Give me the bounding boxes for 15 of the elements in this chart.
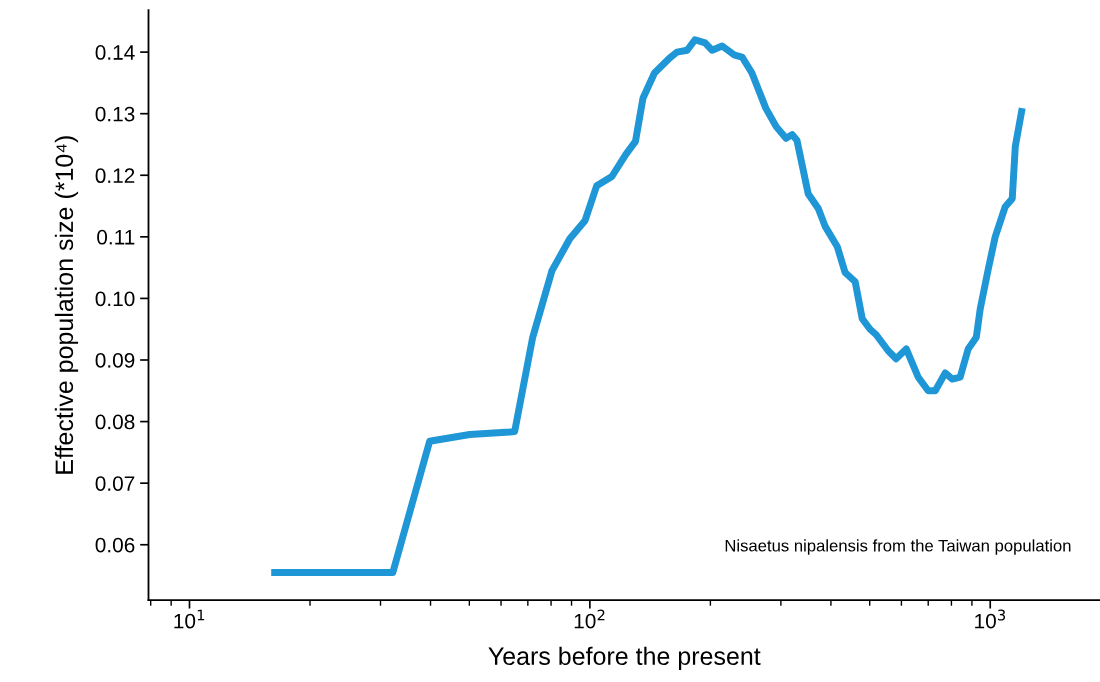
y-axis-title: Effective population size (*10⁴) (54, 136, 79, 474)
x-tick-label: 10$^{2}$ (574, 609, 605, 629)
x-axis-title: Years before the present (488, 646, 761, 670)
y-tick-label: 0.09 (95, 353, 135, 368)
y-tick-label: 0.13 (95, 106, 135, 122)
x-tick-label: 10$^{3}$ (975, 609, 1006, 629)
x-tick-label: 10$^{1}$ (174, 609, 205, 629)
annotation: Nisaetus nipalensis from the Taiwan population (725, 539, 1071, 555)
y-tick-label: 0.10 (95, 291, 135, 307)
y-tick-label: 0.07 (95, 476, 135, 491)
y-tick-label: 0.11 (97, 229, 135, 245)
y-tick-label: 0.12 (95, 168, 135, 184)
y-tick-label: 0.06 (95, 537, 135, 553)
y-tick-label: 0.08 (95, 414, 135, 430)
y-tick-label: 0.14 (95, 45, 135, 60)
